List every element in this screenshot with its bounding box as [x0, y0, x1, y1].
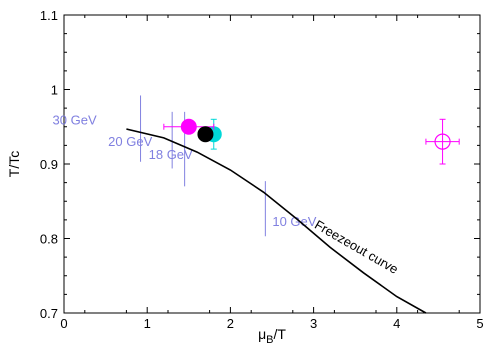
x-tick-label: 4: [393, 316, 400, 331]
axis-tick-labels: 0 1 2 3 4 5 0.7 0.8 0.9 1 1.1: [40, 8, 484, 331]
point-magenta-filled: [180, 118, 197, 135]
point-magenta-open: [434, 133, 451, 150]
axis-ticks: [63, 14, 481, 314]
point-black-filled: [197, 126, 214, 143]
y-tick-label: 1.1: [40, 8, 58, 23]
energy-marker-label: 10 GeV: [272, 214, 316, 229]
data-points: [163, 118, 460, 165]
x-tick-label: 5: [476, 316, 483, 331]
y-tick-label: 1: [51, 83, 58, 98]
energy-marker-label: 30 GeV: [53, 112, 97, 127]
x-axis-title-tail: /T: [273, 326, 286, 342]
x-axis-title-sub: B: [266, 334, 273, 346]
x-tick-label: 1: [144, 316, 151, 331]
x-tick-label: 0: [60, 316, 67, 331]
y-tick-label: 0.9: [40, 157, 58, 172]
energy-marker-label: 20 GeV: [108, 134, 152, 149]
x-tick-label: 2: [227, 316, 234, 331]
freezeout-curve: [126, 128, 427, 314]
y-tick-label: 0.7: [40, 306, 58, 321]
y-axis-title: T/Tc: [6, 151, 22, 177]
energy-marker-label: 18 GeV: [149, 147, 193, 162]
x-tick-label: 3: [310, 316, 317, 331]
plot-frame: [63, 14, 481, 314]
y-tick-label: 0.8: [40, 232, 58, 247]
x-axis-title-mu: μ: [258, 326, 266, 342]
x-axis-title: μB/T: [258, 326, 286, 346]
